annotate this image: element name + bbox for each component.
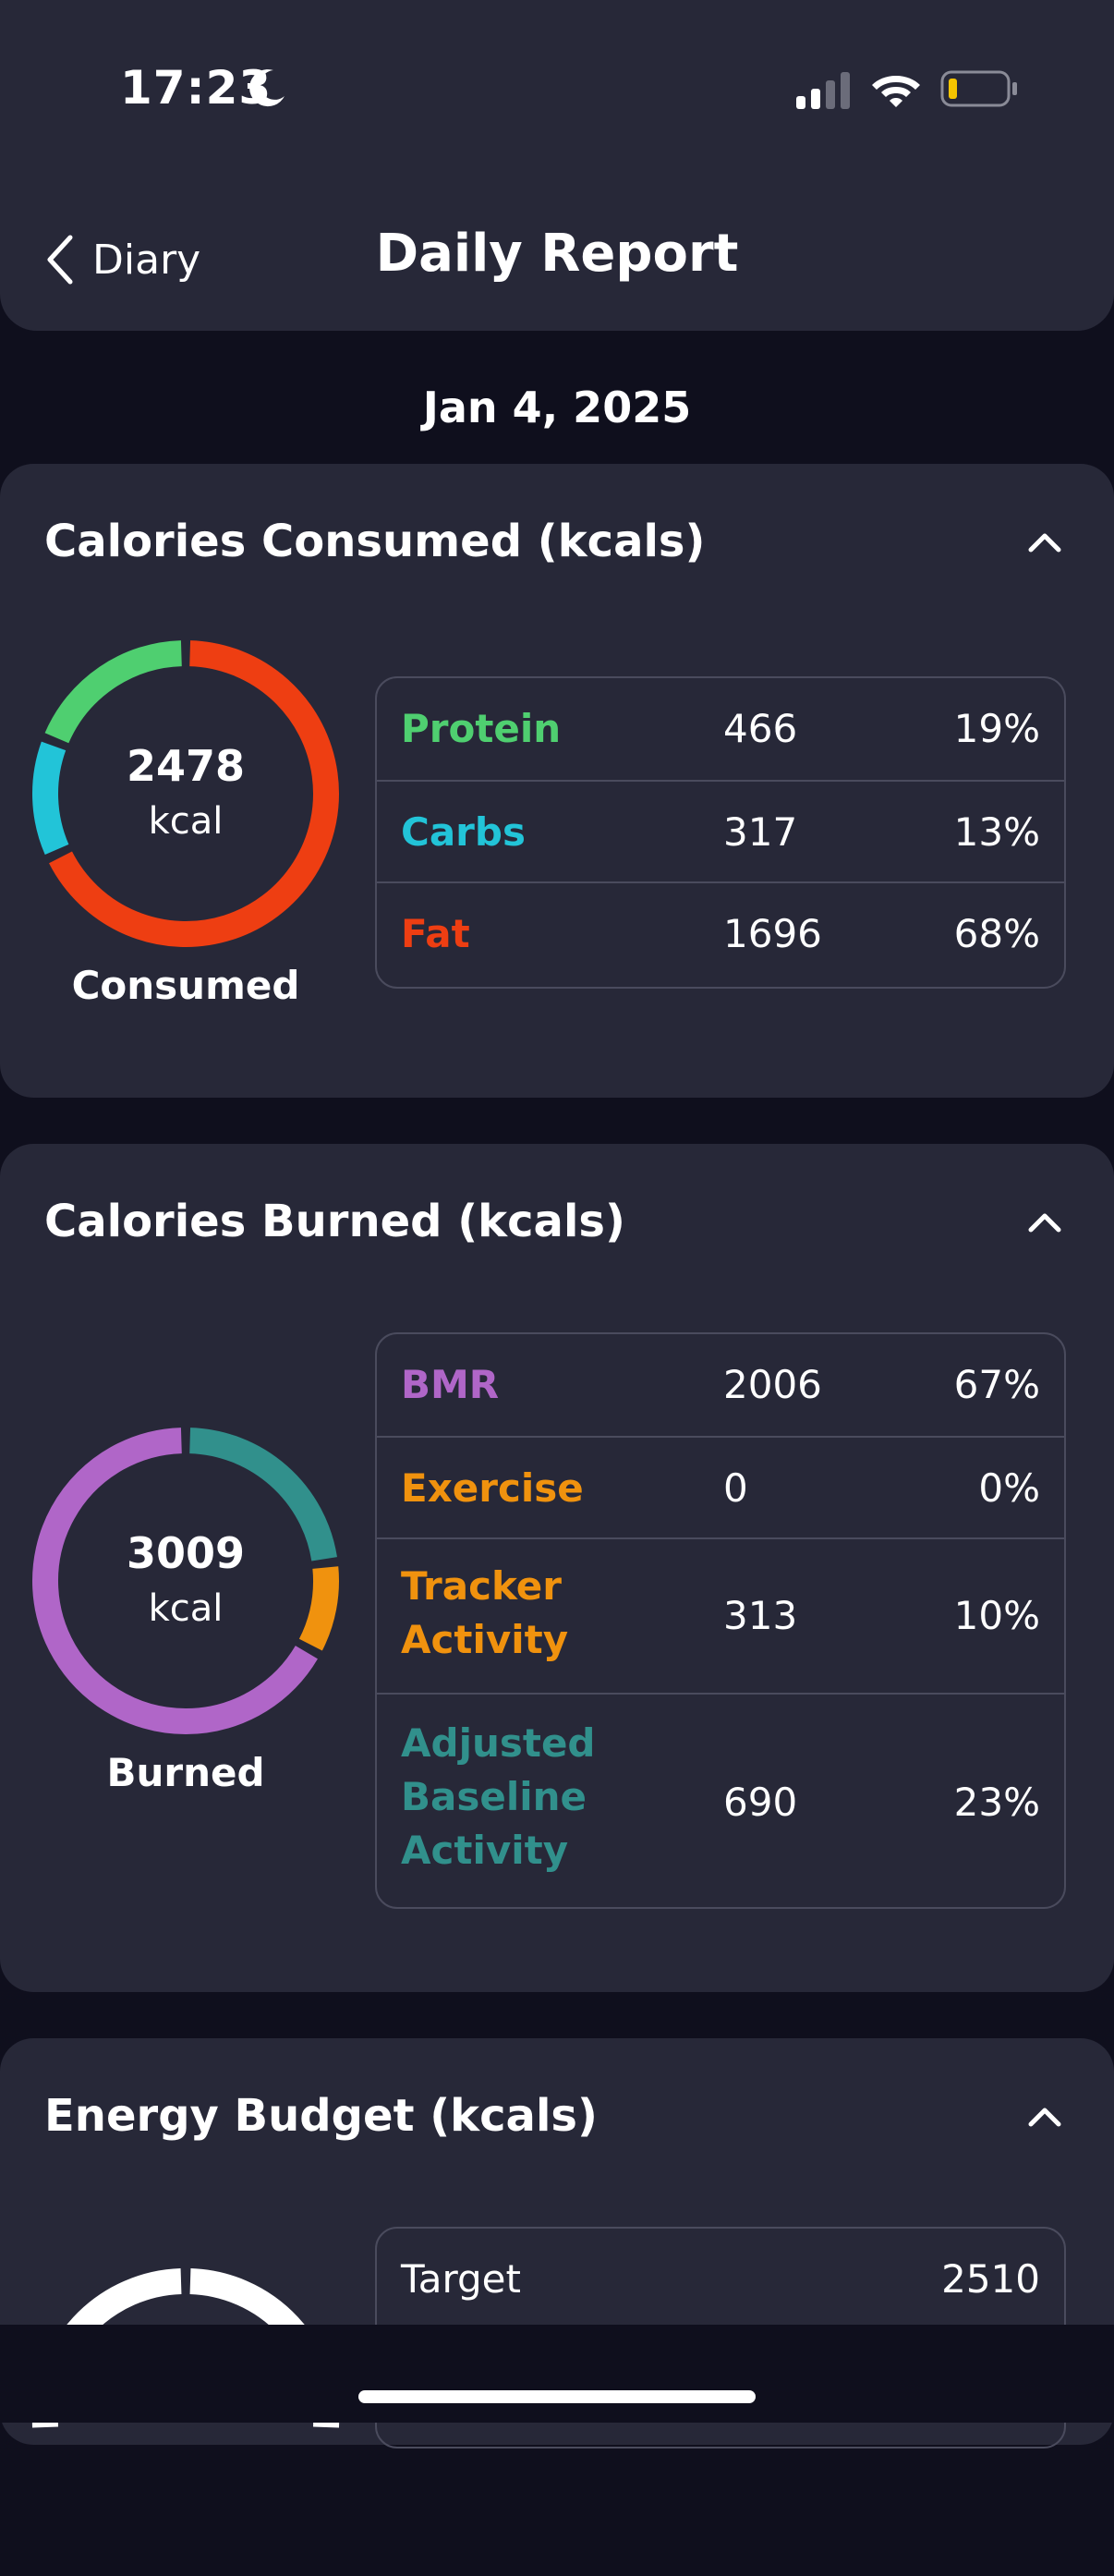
burned-ring-chart xyxy=(32,1428,339,1734)
protein-label: Protein xyxy=(401,706,562,751)
back-button[interactable]: Diary xyxy=(44,227,200,292)
table-row: Carbs 317 13% xyxy=(377,780,1064,883)
home-bar-area xyxy=(0,2325,1114,2423)
burned-caption: Burned xyxy=(106,1750,265,1795)
tracker-activity-label: Tracker Activity xyxy=(401,1563,569,1662)
report-date: Jan 4, 2025 xyxy=(422,383,692,432)
carbs-percent: 13% xyxy=(953,809,1040,855)
status-time: 17:23 xyxy=(120,61,272,115)
bmr-label: BMR xyxy=(401,1362,500,1407)
burned-total: 3009 xyxy=(126,1528,246,1578)
nav-bar: Diary Daily Report xyxy=(0,176,1114,331)
fat-value: 1696 xyxy=(723,911,822,956)
adjusted-baseline-label: Adjusted Baseline Activity xyxy=(401,1720,596,1873)
calories-consumed-card: Calories Consumed (kcals) 2478 kcal Cons… xyxy=(0,464,1114,1098)
page-title: Daily Report xyxy=(375,224,739,284)
adjusted-baseline-percent: 23% xyxy=(953,1780,1040,1825)
table-row: BMR 2006 67% xyxy=(377,1334,1064,1436)
signal-icon xyxy=(796,72,850,109)
battery-icon xyxy=(940,70,1017,107)
carbs-value: 317 xyxy=(723,809,798,855)
consumed-ring-segment-fat xyxy=(49,640,339,947)
burned-ring-segment-bmr xyxy=(32,1428,318,1734)
consumed-unit: kcal xyxy=(148,800,224,843)
consumed-macros-table: Protein 466 19% Carbs 317 13% Fat 1696 6… xyxy=(375,676,1066,989)
consumed-ring-segment-protein xyxy=(44,640,183,744)
target-value: 2510 xyxy=(941,2256,1040,2302)
moon-icon xyxy=(249,69,285,107)
consumed-ring-segment-carbs xyxy=(32,741,69,856)
table-row: Fat 1696 68% xyxy=(377,881,1064,989)
fat-label: Fat xyxy=(401,911,470,956)
table-row: Exercise 0 0% xyxy=(377,1436,1064,1539)
carbs-label: Carbs xyxy=(401,809,526,855)
energy-budget-title: Energy Budget (kcals) xyxy=(44,2090,598,2142)
burned-unit: kcal xyxy=(148,1587,224,1630)
calories-consumed-title: Calories Consumed (kcals) xyxy=(44,516,706,567)
chevron-up-icon[interactable] xyxy=(1022,519,1068,565)
fat-percent: 68% xyxy=(953,911,1040,956)
consumed-caption: Consumed xyxy=(71,963,300,1008)
burned-ring-segment-tracker-activity xyxy=(298,1566,339,1651)
calories-burned-title: Calories Burned (kcals) xyxy=(44,1196,625,1247)
target-label: Target xyxy=(401,2256,521,2302)
tracker-activity-percent: 10% xyxy=(953,1593,1040,1638)
burned-breakdown-table: BMR 2006 67% Exercise 0 0% Tracker Activ… xyxy=(375,1332,1066,1909)
chevron-up-icon[interactable] xyxy=(1022,1199,1068,1245)
table-row: Tracker Activity 313 10% xyxy=(377,1537,1064,1695)
tracker-activity-value: 313 xyxy=(723,1593,798,1638)
calories-burned-card: Calories Burned (kcals) 3009 kcal Burned… xyxy=(0,1144,1114,1992)
exercise-percent: 0% xyxy=(978,1465,1040,1511)
chevron-left-icon xyxy=(47,235,73,285)
table-row: Target 2510 xyxy=(377,2229,1064,2330)
burned-ring-segment-adjusted-baseline-activity xyxy=(188,1428,337,1561)
bmr-percent: 67% xyxy=(953,1362,1040,1407)
adjusted-baseline-value: 690 xyxy=(723,1780,798,1825)
status-bar: 17:23 xyxy=(0,0,1114,176)
protein-value: 466 xyxy=(723,706,798,751)
table-row: Protein 466 19% xyxy=(377,678,1064,780)
consumed-ring-chart xyxy=(32,640,339,947)
wifi-icon xyxy=(872,76,920,107)
exercise-label: Exercise xyxy=(401,1465,584,1511)
table-row: Adjusted Baseline Activity 690 23% xyxy=(377,1693,1064,1909)
home-indicator[interactable] xyxy=(358,2390,756,2403)
back-label: Diary xyxy=(92,236,201,284)
protein-percent: 19% xyxy=(953,706,1040,751)
exercise-value: 0 xyxy=(723,1465,748,1511)
chevron-up-icon[interactable] xyxy=(1022,2094,1068,2140)
bmr-value: 2006 xyxy=(723,1362,822,1407)
consumed-total: 2478 xyxy=(126,741,246,791)
